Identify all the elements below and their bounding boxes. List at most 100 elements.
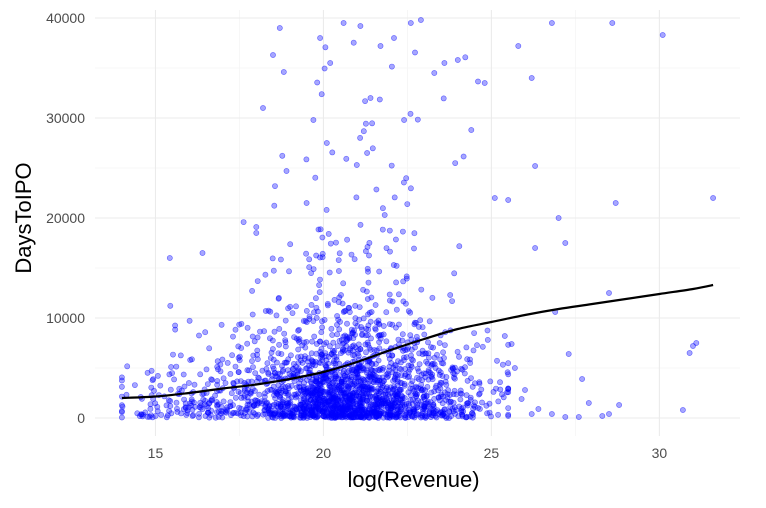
data-point: [322, 44, 329, 51]
data-point: [249, 385, 256, 392]
data-point: [290, 413, 297, 420]
data-point: [167, 386, 174, 393]
data-point: [199, 250, 206, 256]
data-point: [208, 407, 215, 414]
data-point: [474, 342, 480, 349]
data-point: [334, 343, 341, 350]
data-point: [191, 381, 198, 388]
data-point: [249, 333, 256, 340]
data-point: [259, 367, 266, 374]
data-point: [363, 349, 369, 356]
data-point: [293, 384, 300, 391]
data-point: [475, 78, 481, 85]
data-point: [403, 275, 410, 282]
data-point: [383, 309, 390, 316]
data-point: [202, 329, 209, 336]
data-point: [152, 413, 159, 419]
data-point: [419, 406, 426, 412]
data-point: [407, 332, 414, 339]
data-point: [291, 334, 297, 340]
data-point: [204, 381, 211, 387]
data-point: [302, 408, 309, 415]
data-point: [422, 374, 429, 381]
data-point: [303, 250, 309, 257]
data-point: [324, 300, 331, 307]
data-point: [446, 408, 453, 415]
data-point: [495, 411, 501, 418]
data-point: [450, 374, 457, 381]
data-point: [431, 388, 438, 395]
data-point: [350, 39, 357, 46]
data-point: [439, 393, 446, 400]
data-point: [196, 332, 202, 339]
data-point: [119, 377, 125, 384]
data-point: [499, 361, 506, 368]
data-point: [240, 413, 247, 419]
data-point: [318, 329, 325, 336]
data-point: [390, 377, 396, 384]
data-point: [528, 75, 535, 81]
data-point: [308, 270, 314, 276]
data-point: [362, 120, 369, 127]
data-point: [445, 399, 452, 405]
data-point: [181, 396, 187, 403]
data-point: [339, 396, 346, 403]
data-point: [428, 389, 435, 396]
y-tick-labels: 0 10000 20000 30000 40000: [46, 10, 85, 426]
data-point: [351, 256, 358, 263]
data-point: [368, 335, 374, 342]
data-point: [203, 366, 210, 373]
data-point: [479, 343, 486, 350]
data-point: [134, 410, 141, 417]
data-point: [262, 271, 269, 278]
data-point: [407, 385, 414, 392]
data-point: [403, 273, 410, 280]
data-point: [356, 304, 363, 310]
data-point: [429, 294, 436, 301]
data-point: [354, 322, 361, 329]
data-point: [396, 386, 403, 393]
data-point: [432, 412, 439, 419]
data-point: [579, 376, 585, 382]
data-point: [222, 380, 229, 386]
data-point: [214, 378, 221, 384]
data-point: [270, 411, 277, 417]
data-point: [206, 400, 213, 407]
data-point: [428, 344, 434, 350]
data-point: [325, 230, 332, 237]
data-point: [375, 333, 382, 339]
data-point: [236, 321, 243, 328]
data-point: [197, 371, 204, 378]
data-point: [413, 412, 420, 418]
data-point: [317, 35, 323, 41]
data-point: [414, 404, 421, 411]
data-point: [423, 350, 429, 357]
data-point: [195, 414, 202, 421]
data-point: [351, 378, 358, 385]
data-point: [244, 367, 251, 374]
data-point: [325, 414, 332, 421]
data-point: [457, 396, 464, 403]
data-point: [380, 364, 387, 371]
data-point: [532, 245, 538, 251]
data-point: [409, 378, 416, 384]
data-point: [228, 390, 235, 397]
data-point: [364, 265, 371, 272]
data-point: [348, 413, 355, 420]
data-point: [512, 365, 518, 371]
data-point: [326, 269, 333, 276]
data-point: [124, 363, 131, 370]
data-point: [408, 352, 414, 359]
data-point: [283, 168, 290, 174]
data-point: [338, 402, 345, 408]
data-point: [434, 351, 440, 358]
data-point: [140, 411, 146, 418]
data-point: [276, 25, 283, 31]
data-point: [419, 351, 426, 358]
data-point: [271, 369, 278, 376]
data-point: [417, 17, 424, 23]
data-point: [292, 406, 299, 413]
data-point: [362, 248, 369, 255]
x-tick-label: 20: [316, 445, 332, 461]
